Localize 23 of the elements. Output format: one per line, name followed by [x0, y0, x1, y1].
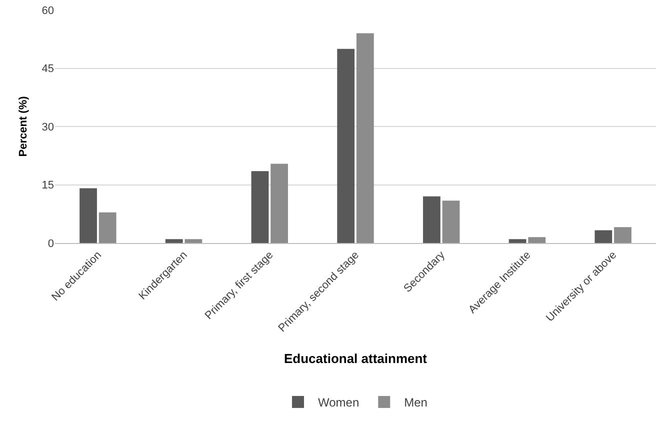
bar	[356, 33, 374, 243]
bar	[337, 48, 355, 243]
bar	[184, 239, 202, 243]
bar	[251, 171, 269, 243]
bar	[80, 188, 97, 243]
legend-label: Women	[318, 396, 360, 410]
y-tick-label: 30	[42, 121, 54, 134]
bar	[270, 164, 288, 243]
bar	[528, 237, 546, 243]
x-axis-title: Educational attainment	[284, 351, 428, 366]
y-tick-label: 0	[48, 238, 54, 250]
y-tick-label: 15	[42, 180, 54, 192]
bar	[442, 200, 460, 243]
legend-label: Men	[404, 396, 428, 410]
bar	[423, 196, 440, 243]
y-tick-label: 45	[42, 63, 54, 76]
bar	[594, 230, 612, 243]
y-tick-label: 60	[42, 4, 54, 17]
bar	[165, 239, 183, 243]
bar	[614, 227, 632, 243]
bar	[508, 239, 526, 243]
bar	[98, 212, 116, 243]
y-axis-title: Percent (%)	[17, 96, 30, 157]
